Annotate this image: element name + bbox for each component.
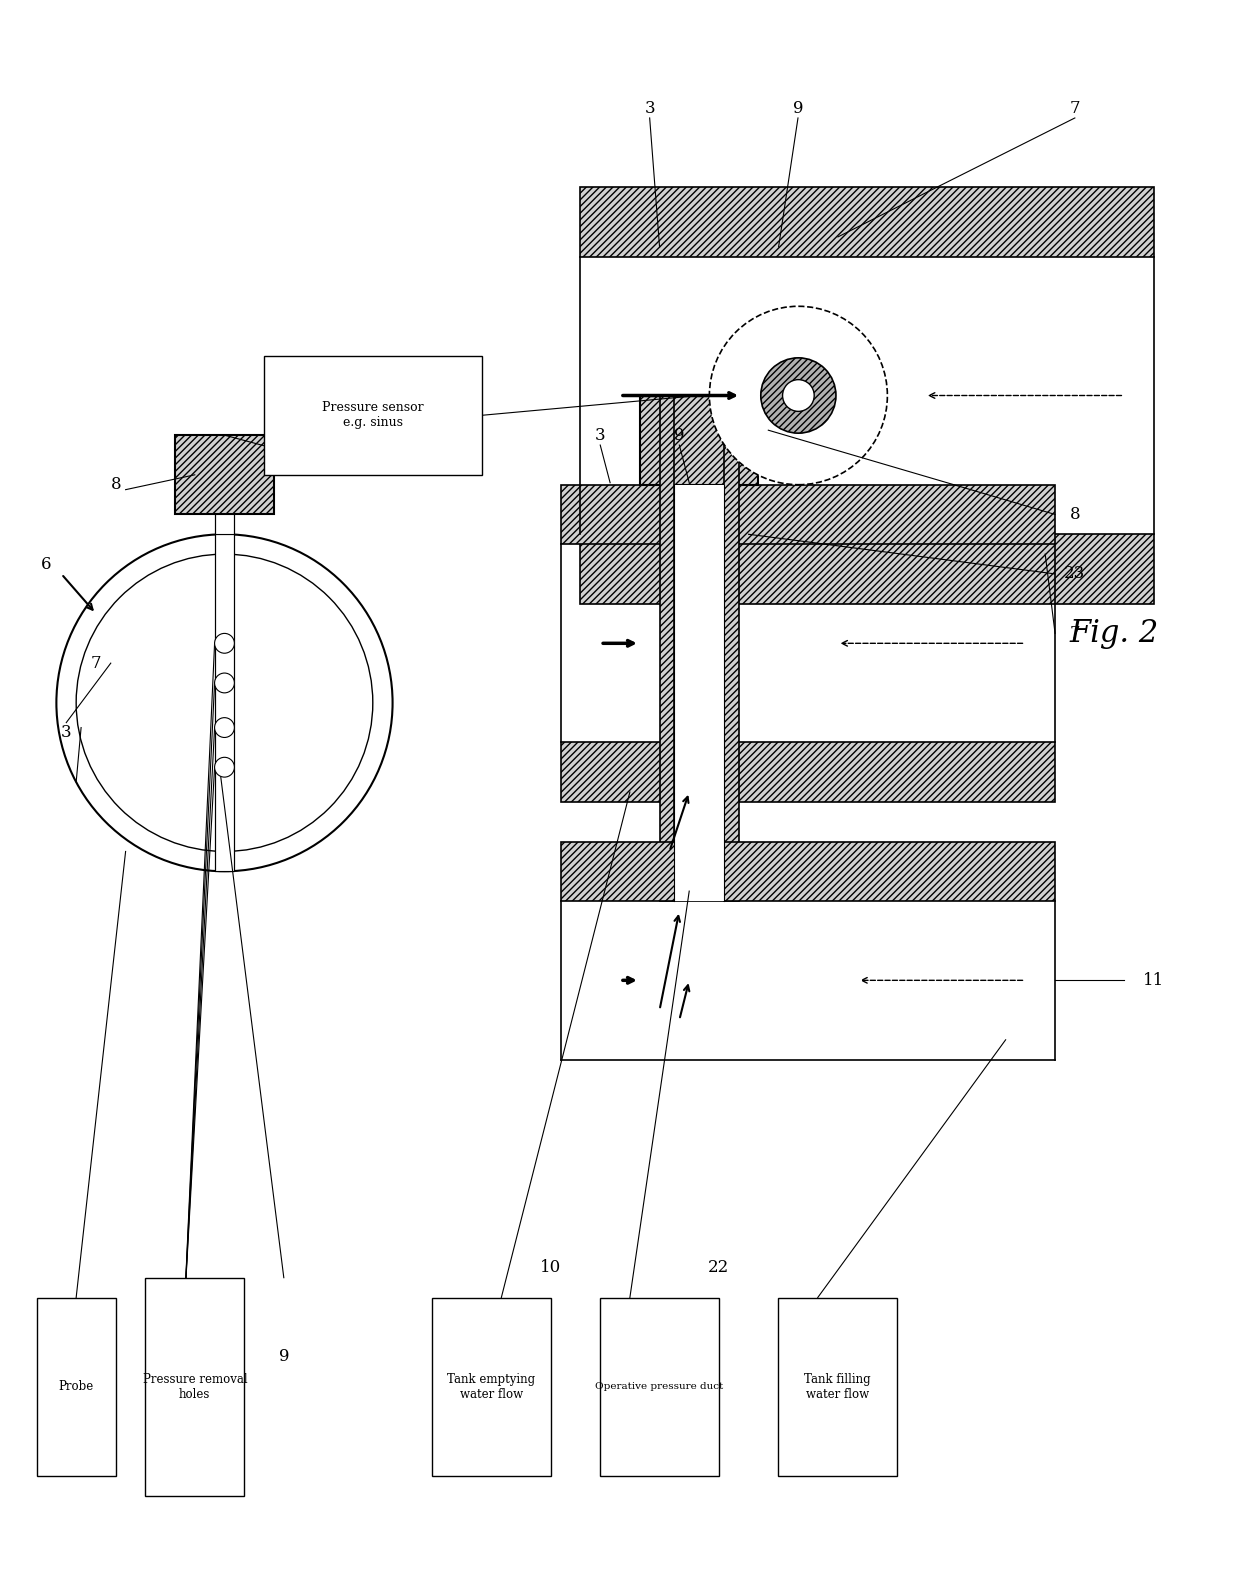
Bar xyxy=(675,484,724,902)
Text: Pressure removal
holes: Pressure removal holes xyxy=(143,1373,247,1400)
Text: Fig. 2: Fig. 2 xyxy=(1070,619,1159,649)
Bar xyxy=(779,1297,897,1476)
Ellipse shape xyxy=(709,307,888,484)
Circle shape xyxy=(215,633,234,653)
Bar xyxy=(264,356,481,475)
Text: Probe: Probe xyxy=(58,1380,94,1394)
Text: 3: 3 xyxy=(645,100,655,117)
Text: 9: 9 xyxy=(279,1348,289,1365)
Bar xyxy=(560,902,1055,1060)
Bar xyxy=(560,484,1055,544)
Circle shape xyxy=(215,718,234,737)
Text: 3: 3 xyxy=(61,725,72,740)
Bar xyxy=(560,544,1055,742)
Text: 6: 6 xyxy=(41,555,52,573)
Bar xyxy=(640,396,759,484)
Bar xyxy=(215,535,234,872)
Bar xyxy=(145,1278,244,1495)
Bar xyxy=(560,742,1055,802)
Circle shape xyxy=(215,758,234,777)
Text: Operative pressure duct: Operative pressure duct xyxy=(595,1383,724,1391)
Bar xyxy=(580,535,1154,604)
Bar xyxy=(580,187,1154,256)
Text: 8: 8 xyxy=(1070,506,1080,524)
Text: Tank emptying
water flow: Tank emptying water flow xyxy=(448,1373,536,1400)
Bar xyxy=(560,842,1055,902)
Bar xyxy=(215,514,234,535)
Circle shape xyxy=(761,358,836,433)
Circle shape xyxy=(76,554,373,851)
Text: 9: 9 xyxy=(792,100,804,117)
Bar xyxy=(175,435,274,514)
Bar xyxy=(37,1297,115,1476)
Text: 7: 7 xyxy=(91,655,102,672)
Text: 22: 22 xyxy=(708,1259,729,1277)
Bar xyxy=(580,256,1154,535)
Text: 8: 8 xyxy=(110,476,122,494)
Circle shape xyxy=(56,535,393,872)
Text: 23: 23 xyxy=(1064,565,1085,582)
Bar xyxy=(724,396,739,902)
Text: 11: 11 xyxy=(1143,971,1164,989)
Circle shape xyxy=(215,672,234,693)
Text: Pressure sensor
e.g. sinus: Pressure sensor e.g. sinus xyxy=(322,402,424,429)
Bar xyxy=(660,396,675,902)
Circle shape xyxy=(782,380,815,411)
Text: 10: 10 xyxy=(541,1259,562,1277)
Text: 7: 7 xyxy=(1070,100,1080,117)
Bar xyxy=(432,1297,551,1476)
Text: 3: 3 xyxy=(595,427,605,443)
Text: 9: 9 xyxy=(675,427,684,443)
Bar xyxy=(600,1297,719,1476)
Text: Tank filling
water flow: Tank filling water flow xyxy=(805,1373,870,1400)
Text: 7: 7 xyxy=(1070,625,1080,642)
